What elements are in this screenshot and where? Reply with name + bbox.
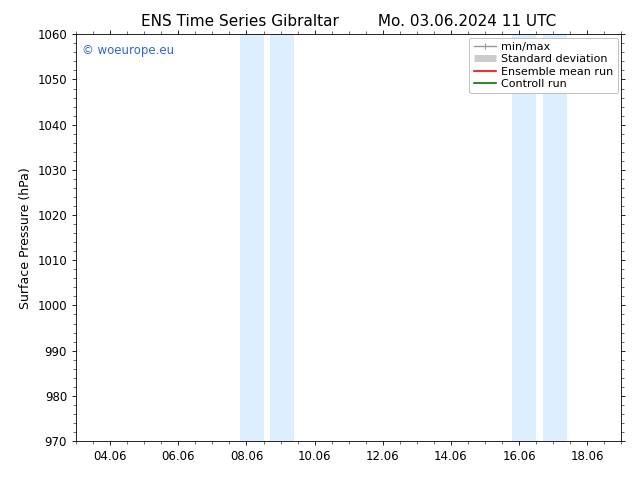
Bar [270,34,294,441]
Y-axis label: Surface Pressure (hPa): Surface Pressure (hPa) [19,167,32,309]
Title: ENS Time Series Gibraltar        Mo. 03.06.2024 11 UTC: ENS Time Series Gibraltar Mo. 03.06.2024… [141,14,556,29]
Text: © woeurope.eu: © woeurope.eu [82,45,174,57]
Bar [240,34,264,441]
Bar [512,34,536,441]
Bar [543,34,567,441]
Legend: min/max, Standard deviation, Ensemble mean run, Controll run: min/max, Standard deviation, Ensemble me… [469,38,618,93]
